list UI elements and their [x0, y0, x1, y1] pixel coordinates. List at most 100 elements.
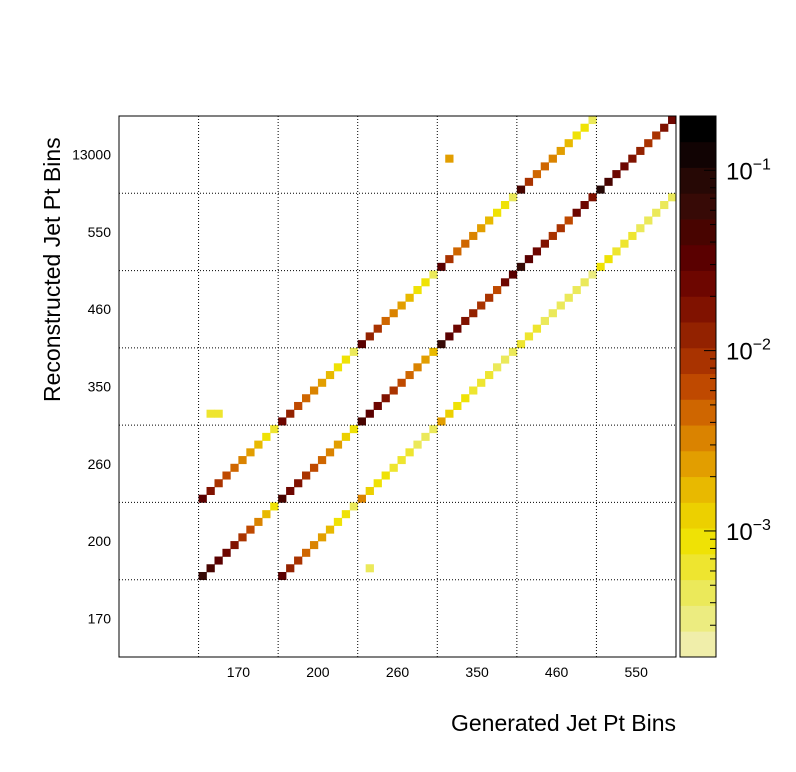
- colorbar-swatch: [680, 528, 716, 555]
- heatmap-cell: [492, 286, 502, 295]
- heatmap-cell: [278, 494, 287, 503]
- heatmap-cell: [286, 486, 295, 495]
- heatmap-cell: [612, 170, 621, 179]
- heatmap-cell: [373, 479, 382, 488]
- heatmap-cell: [302, 471, 311, 480]
- heatmap-cell: [445, 255, 454, 264]
- heatmap-cell: [588, 193, 597, 202]
- heatmap-cell: [628, 154, 637, 163]
- x-tick-label: 200: [306, 664, 330, 680]
- colorbar-swatch: [680, 167, 716, 194]
- y-tick-label: 460: [88, 301, 112, 317]
- heatmap-cell: [405, 371, 414, 380]
- plot-frame: [118, 115, 677, 658]
- heatmap-cell: [429, 347, 438, 356]
- heatmap-cell: [373, 324, 382, 333]
- heatmap-cell: [437, 262, 446, 271]
- heatmap-cell: [532, 324, 542, 333]
- heatmap-cell: [572, 208, 581, 217]
- heatmap-cell: [540, 162, 549, 171]
- heatmap-cell: [309, 386, 319, 395]
- heatmap-cell: [429, 270, 438, 279]
- heatmap-cell: [381, 316, 390, 325]
- colorbar-swatch: [680, 296, 716, 323]
- heatmap-cell: [644, 139, 653, 148]
- x-tick-label: 550: [625, 664, 649, 680]
- heatmap-cell: [317, 378, 327, 387]
- heatmap-cell: [492, 208, 502, 217]
- heatmap-cell: [389, 309, 398, 318]
- heatmap-cell: [628, 231, 637, 240]
- colorbar-swatch: [680, 425, 716, 452]
- heatmap-cell: [508, 270, 518, 279]
- heatmap-cell: [278, 571, 287, 581]
- heatmap-cell: [532, 170, 542, 179]
- heatmap-cell: [222, 471, 231, 480]
- heatmap-cell: [421, 432, 430, 441]
- heatmap-cell: [469, 309, 478, 318]
- x-tick-label: 260: [386, 664, 410, 680]
- heatmap-cell: [453, 324, 462, 333]
- heatmap-cell: [596, 185, 605, 194]
- heatmap-cell: [572, 286, 581, 295]
- heatmap-cell: [333, 440, 343, 449]
- colorbar-swatch: [680, 270, 716, 297]
- heatmap-cell: [349, 502, 359, 511]
- heatmap-cell: [540, 316, 549, 325]
- heatmap-cell: [508, 347, 518, 356]
- heatmap-cell: [596, 262, 605, 271]
- heatmap-cell: [461, 239, 470, 248]
- colorbar-frame: [679, 115, 717, 658]
- heatmap-cell: [198, 571, 207, 581]
- heatmap-cell: [357, 417, 366, 426]
- colorbar-swatch: [680, 605, 716, 632]
- heatmap-cell: [302, 394, 311, 403]
- heatmap-cell: [365, 332, 374, 341]
- heatmap-cell: [580, 201, 589, 210]
- heatmap-cell: [453, 401, 462, 410]
- heatmap-cell: [294, 556, 303, 565]
- heatmap-cell: [524, 255, 534, 264]
- heatmap-cell: [445, 332, 454, 341]
- heatmap-cell: [524, 332, 534, 341]
- heatmap-cell: [341, 355, 351, 364]
- grid-lines: [119, 116, 676, 657]
- heatmap-cell: [238, 456, 247, 465]
- heatmap-cell: [612, 247, 621, 256]
- heatmap-cell: [230, 463, 239, 472]
- heatmap-cell: [668, 116, 677, 125]
- heatmap-cell: [636, 224, 645, 233]
- heatmap-cell: [317, 533, 327, 542]
- heatmap-cell: [397, 456, 406, 465]
- heatmap-cell: [485, 216, 494, 225]
- heatmap-cell: [389, 386, 398, 395]
- heatmap-cell: [405, 293, 414, 302]
- heatmap-cell: [325, 525, 335, 534]
- y-tick-label: 13000: [72, 147, 111, 163]
- heatmap-cell: [445, 154, 454, 163]
- colorbar-swatch: [680, 193, 716, 220]
- heatmap-cell: [302, 548, 311, 557]
- heatmap-cell: [508, 193, 518, 202]
- x-axis-label: Generated Jet Pt Bins: [451, 710, 676, 736]
- heatmap-cell: [222, 548, 231, 557]
- heatmap-cell: [660, 201, 669, 210]
- heatmap-cell: [238, 533, 247, 542]
- heatmap-cell: [413, 363, 422, 372]
- heatmap-cell: [445, 409, 454, 418]
- heatmap-cell: [516, 340, 526, 349]
- heatmap-cell: [325, 371, 335, 380]
- heatmap-cell: [214, 556, 223, 565]
- heatmap-cell: [668, 193, 677, 202]
- heatmap-cell: [564, 216, 573, 225]
- heatmap-cell: [214, 409, 223, 418]
- heatmap-cell: [357, 340, 366, 349]
- color-bar: 10−310−210−1: [679, 115, 771, 658]
- heatmap-cell: [469, 231, 478, 240]
- heatmap-cell: [652, 208, 661, 217]
- colorbar-swatch: [680, 579, 716, 606]
- heatmap-cell: [604, 255, 613, 264]
- colorbar-swatch: [680, 322, 716, 349]
- x-axis-ticks: 170 200 260 350 460 550: [227, 664, 648, 680]
- heatmap-cell: [389, 463, 398, 472]
